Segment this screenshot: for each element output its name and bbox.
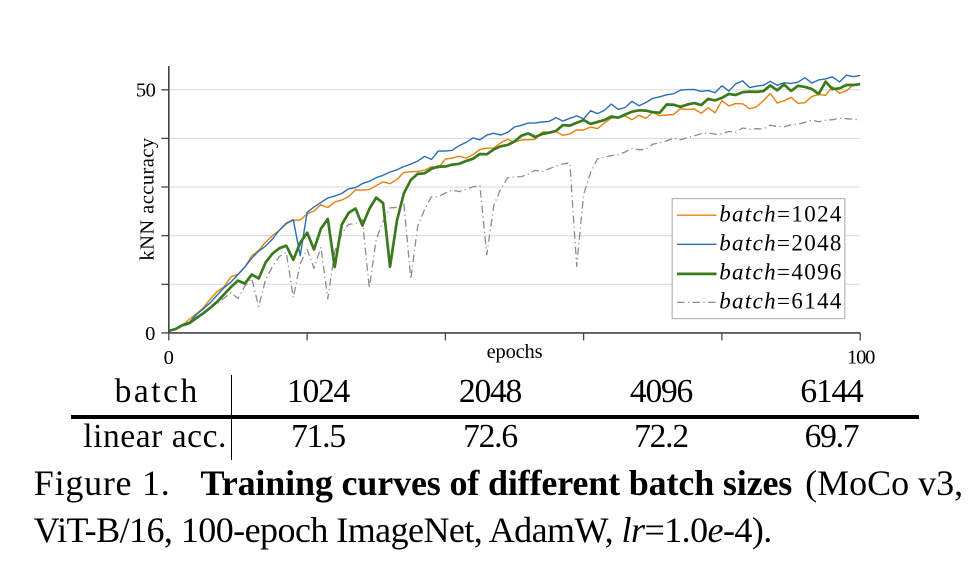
svg-text:100: 100	[847, 347, 875, 369]
svg-text:epochs: epochs	[487, 341, 543, 363]
svg-text:50: 50	[136, 79, 156, 101]
svg-text:batch=4096: batch=4096	[719, 260, 843, 285]
svg-text:0: 0	[145, 323, 155, 345]
svg-text:batch=2048: batch=2048	[719, 231, 843, 256]
svg-text:batch=1024: batch=1024	[719, 201, 843, 226]
svg-text:batch=6144: batch=6144	[719, 289, 843, 314]
svg-text:kNN accuracy: kNN accuracy	[136, 137, 158, 261]
svg-text:0: 0	[164, 347, 174, 369]
